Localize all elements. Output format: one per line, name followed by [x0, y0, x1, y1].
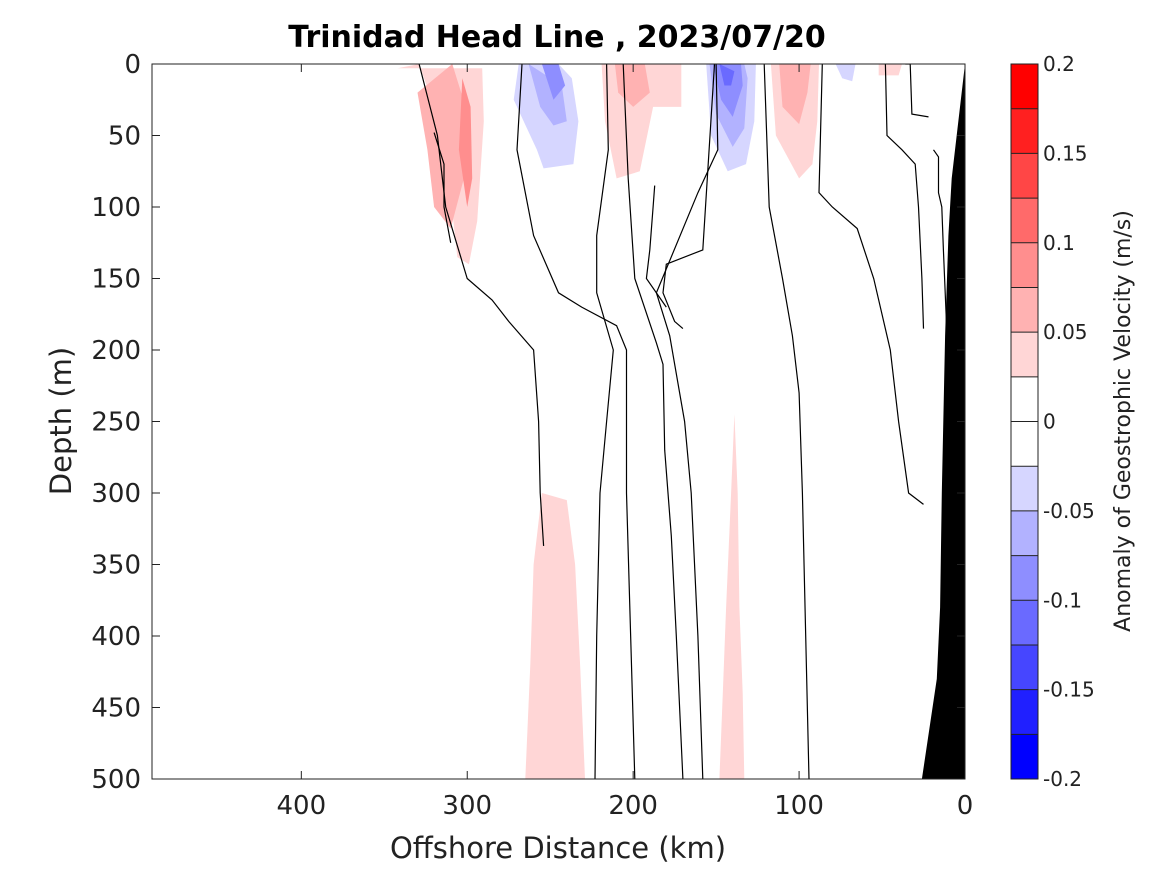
- colorbar-frame: [1010, 63, 1039, 780]
- colorbar-segment: [1011, 376, 1038, 422]
- colorbar-segment: [1011, 555, 1038, 601]
- colorbar-label: Anomaly of Geostrophic Velocity (m/s): [1111, 210, 1136, 632]
- colorbar-tick-label: 0.1: [1043, 231, 1075, 255]
- anomaly-patch-22: [611, 707, 639, 779]
- contour-line-1: [418, 64, 545, 546]
- y-tick-label: 500: [91, 765, 141, 795]
- x-tick-label: 400: [277, 791, 327, 821]
- contour-line-4: [622, 64, 684, 779]
- x-tick-label: 200: [608, 791, 658, 821]
- anomaly-patch-14: [719, 64, 735, 86]
- x-axis-label: Offshore Distance (km): [390, 831, 726, 865]
- y-tick-label: 400: [91, 622, 141, 652]
- zero-contours: [418, 64, 948, 779]
- colorbar-segment: [1011, 600, 1038, 645]
- anomaly-patch-21: [525, 493, 585, 779]
- x-tick-label: 0: [957, 791, 974, 821]
- y-axis-label: Depth (m): [44, 347, 78, 495]
- colorbar: 0.2 0.15 0.1 0.05 0 -0.05 -0.1 -0.15 -0.2: [1010, 52, 1095, 791]
- anomaly-patch-6: [528, 64, 567, 126]
- contour-line-9: [818, 64, 924, 505]
- contour-line-7: [645, 185, 667, 308]
- x-axis-ticks: 400 300 200 100 0: [277, 64, 974, 821]
- chart-title: Trinidad Head Line , 2023/07/20: [288, 20, 825, 55]
- y-tick-label: 50: [108, 122, 141, 152]
- plot-area: [151, 63, 966, 780]
- anomaly-patch-19: [878, 64, 902, 76]
- bathymetry-shape: [921, 64, 965, 779]
- y-tick-label: 450: [91, 694, 141, 724]
- contour-line-8: [763, 64, 810, 779]
- y-tick-label: 150: [91, 265, 141, 295]
- contour-line-6: [662, 64, 716, 330]
- x-tick-label: 300: [442, 791, 492, 821]
- contour-line-10: [884, 64, 925, 329]
- colorbar-segment: [1011, 242, 1038, 288]
- anomaly-patch-7: [541, 64, 566, 100]
- y-tick-label: 300: [91, 479, 141, 509]
- colorbar-tick-label: 0.2: [1043, 52, 1075, 76]
- colorbar-segment: [1011, 153, 1038, 199]
- x-tick-label: 100: [774, 791, 824, 821]
- colorbar-segment: [1011, 689, 1038, 735]
- anomaly-patch-23: [719, 414, 745, 779]
- contour-line-5: [655, 64, 719, 779]
- y-axis-ticks: 0 50 100 150 200 250 300 350 400 450 500: [91, 50, 965, 795]
- anomaly-patch-13: [712, 64, 743, 117]
- anomaly-patch-3: [458, 78, 473, 207]
- colorbar-tick-label: 0: [1043, 410, 1056, 434]
- colorbar-segment: [1011, 644, 1038, 690]
- colorbar-tick-label: -0.2: [1043, 767, 1082, 791]
- colorbar-segment: [1011, 332, 1038, 377]
- anomaly-patch-0: [394, 167, 398, 193]
- y-tick-label: 200: [91, 336, 141, 366]
- y-tick-label: 350: [91, 551, 141, 581]
- anomaly-patch-18: [835, 64, 856, 82]
- colorbar-segment: [1011, 108, 1038, 154]
- contour-line-3: [594, 64, 614, 779]
- colorbar-segment: [1011, 510, 1038, 556]
- colorbar-segment: [1011, 734, 1038, 779]
- colorbar-segment: [1011, 198, 1038, 243]
- bathymetry: [921, 64, 965, 779]
- colorbar-tick-label: -0.05: [1043, 499, 1095, 523]
- colorbar-tick-label: 0.05: [1043, 320, 1088, 344]
- colorbar-tick-label: -0.1: [1043, 588, 1082, 612]
- anomaly-patch-16: [779, 64, 811, 125]
- colorbar-segment: [1011, 466, 1038, 511]
- contour-line-2: [516, 64, 636, 779]
- y-tick-label: 250: [91, 408, 141, 438]
- anomaly-patch-17: [828, 64, 869, 157]
- y-tick-label: 0: [124, 50, 141, 80]
- anomaly-patch-20: [458, 478, 498, 779]
- contour-line-12: [905, 64, 929, 118]
- contour-line-11: [933, 149, 948, 329]
- y-tick-label: 100: [91, 193, 141, 223]
- colorbar-tick-label: 0.15: [1043, 141, 1088, 165]
- colorbar-segment: [1011, 64, 1038, 109]
- colorbar-segment: [1011, 421, 1038, 467]
- colorbar-tick-label: -0.15: [1043, 678, 1095, 702]
- colorbar-segment: [1011, 287, 1038, 333]
